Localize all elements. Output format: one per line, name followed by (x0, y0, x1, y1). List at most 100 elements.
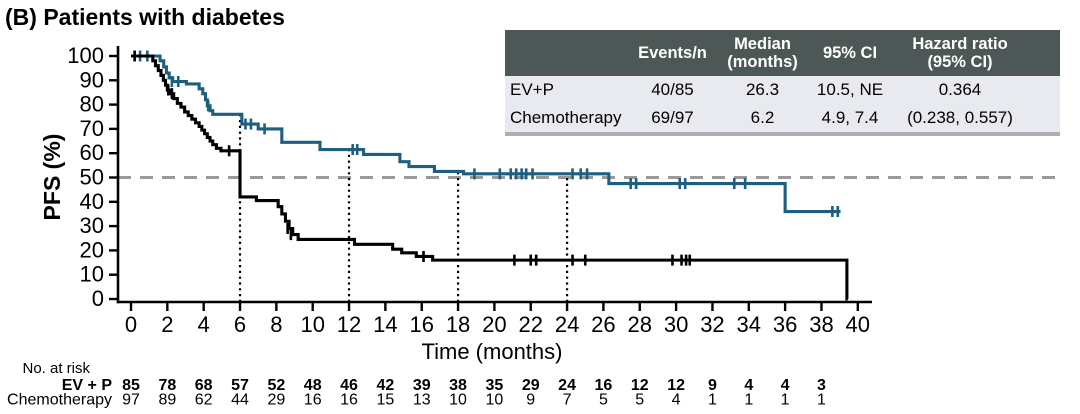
risk-count: 1 (817, 392, 826, 409)
summary-table: Events/n Median (months) 95% CI Hazard r… (505, 30, 1060, 136)
header-blank (505, 30, 625, 76)
risk-count: 9 (708, 377, 717, 394)
risk-count: 46 (340, 377, 358, 394)
risk-count: 5 (599, 392, 608, 409)
ev-p-censor-marks (138, 50, 840, 218)
risk-count: 16 (340, 392, 358, 409)
reference-layer (118, 114, 1062, 302)
risk-count: 10 (486, 392, 504, 409)
risk-count: 1 (781, 392, 790, 409)
evp-median: 26.3 (745, 79, 780, 99)
risk-count: 68 (195, 377, 213, 394)
svg-text:40: 40 (846, 312, 870, 337)
svg-text:28: 28 (628, 312, 652, 337)
risk-count: 38 (449, 377, 467, 394)
chemotherapy-censor-marks (133, 50, 692, 266)
svg-text:0: 0 (92, 286, 104, 311)
svg-text:16: 16 (409, 312, 433, 337)
svg-text:30: 30 (664, 312, 688, 337)
svg-text:14: 14 (373, 312, 397, 337)
risk-count: 4 (744, 377, 753, 394)
svg-text:6: 6 (234, 312, 246, 337)
risk-count: 5 (635, 392, 644, 409)
risk-count: 44 (231, 392, 249, 409)
risk-count: 10 (449, 392, 467, 409)
svg-text:18: 18 (446, 312, 470, 337)
risk-count: 48 (304, 377, 322, 394)
risk-count: 39 (413, 377, 431, 394)
risk-count: 15 (376, 392, 394, 409)
risk-count: 57 (231, 377, 249, 394)
risk-count: 3 (817, 377, 826, 394)
risk-count: 12 (667, 377, 685, 394)
svg-text:60: 60 (80, 140, 104, 165)
evp-95ci: 10.5, NE (816, 79, 884, 99)
risk-count: 4 (672, 392, 681, 409)
header-events-n: Events/n (638, 43, 707, 62)
svg-text:40: 40 (80, 189, 104, 214)
risk-count: 97 (122, 392, 140, 409)
table-row-evp: EV+P 40/85 26.3 10.5, NE 0.364 (505, 76, 1060, 104)
chemo-hazard-ratio: (0.238, 0.557) (907, 107, 1013, 127)
chemotherapy-curve (131, 54, 849, 301)
chemo-95ci: 4.9, 7.4 (821, 107, 879, 127)
risk-count: 29 (522, 377, 540, 394)
risk-count: 9 (526, 392, 535, 409)
svg-text:24: 24 (555, 312, 579, 337)
chemo-label: Chemotherapy (510, 107, 622, 127)
risk-count: 42 (376, 377, 394, 394)
risk-count: 13 (413, 392, 431, 409)
chemo-events-n: 69/97 (651, 107, 694, 127)
ev-p-curve (131, 54, 841, 214)
svg-text:12: 12 (337, 312, 361, 337)
risk-count: 78 (158, 377, 176, 394)
risk-row-label: EV + P (62, 377, 113, 394)
svg-text:100: 100 (67, 43, 104, 68)
risk-count: 12 (631, 377, 649, 394)
risk-count: 1 (744, 392, 753, 409)
evp-hazard-ratio: 0.364 (938, 79, 982, 99)
evp-label: EV+P (510, 79, 554, 99)
risk-count: 29 (267, 392, 285, 409)
header-median: Median (months) (727, 34, 798, 71)
risk-count: 7 (563, 392, 572, 409)
svg-text:22: 22 (518, 312, 542, 337)
svg-text:36: 36 (773, 312, 797, 337)
risk-row-label: Chemotherapy (7, 392, 112, 409)
table-row-chemotherapy: Chemotherapy 69/97 6.2 4.9, 7.4 (0.238, … (505, 104, 1060, 132)
svg-text:32: 32 (700, 312, 724, 337)
x-axis-label: Time (months) (422, 339, 563, 364)
svg-text:10: 10 (80, 262, 104, 287)
risk-count: 16 (595, 377, 613, 394)
risk-count: 4 (781, 377, 790, 394)
curves-layer (131, 50, 849, 301)
svg-text:20: 20 (80, 237, 104, 262)
risk-count: 35 (486, 377, 504, 394)
svg-text:0: 0 (125, 312, 137, 337)
risk-count: 89 (158, 392, 176, 409)
svg-text:4: 4 (198, 312, 210, 337)
svg-text:2: 2 (161, 312, 173, 337)
risk-count: 62 (195, 392, 213, 409)
summary-table-header: Events/n Median (months) 95% CI Hazard r… (505, 30, 1060, 76)
risk-count: 85 (122, 377, 140, 394)
svg-text:30: 30 (80, 213, 104, 238)
header-hazard-ratio: Hazard ratio (95% CI) (912, 34, 1008, 71)
svg-text:38: 38 (809, 312, 833, 337)
svg-text:10: 10 (300, 312, 324, 337)
svg-text:80: 80 (80, 92, 104, 117)
risk-count: 24 (558, 377, 576, 394)
svg-text:20: 20 (482, 312, 506, 337)
risk-count: 1 (708, 392, 717, 409)
chemo-median: 6.2 (750, 107, 775, 127)
svg-text:70: 70 (80, 116, 104, 141)
y-axis-label: PFS (%) (39, 134, 65, 221)
svg-text:8: 8 (270, 312, 282, 337)
risk-count: 16 (304, 392, 322, 409)
no-at-risk-heading: No. at risk (22, 360, 90, 377)
risk-count: 52 (267, 377, 285, 394)
